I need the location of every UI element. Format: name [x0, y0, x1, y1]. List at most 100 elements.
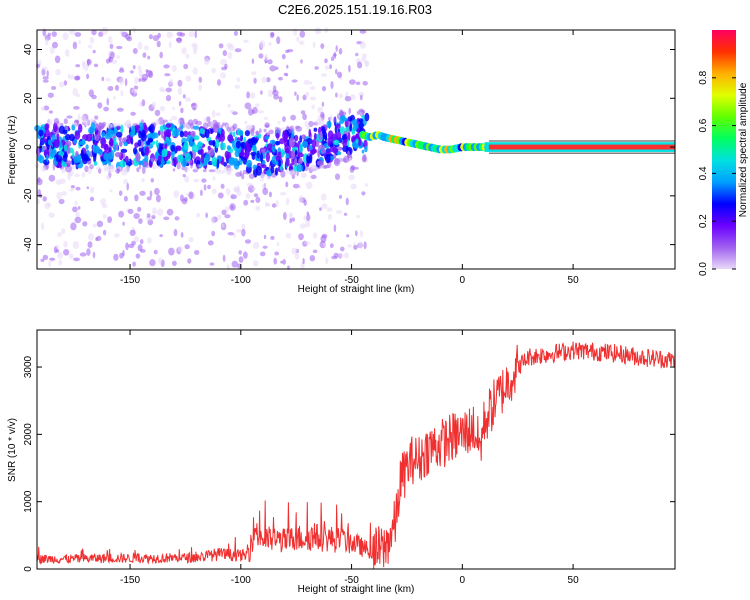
spectral-mark [241, 223, 246, 231]
spectral-mark [269, 65, 277, 72]
spectral-mark [291, 217, 295, 222]
spectral-mark [125, 119, 132, 128]
spectral-mark [329, 64, 332, 70]
spectral-mark [339, 115, 345, 125]
spectral-mark [169, 78, 174, 86]
spectral-mark [222, 50, 227, 57]
spectral-mark [73, 257, 80, 262]
spectral-mark [326, 120, 332, 129]
spectral-mark [306, 124, 310, 131]
y-tick-label: 0 [23, 566, 34, 572]
spectral-mark [349, 79, 356, 85]
spectral-mark [266, 143, 273, 151]
spectral-mark [278, 96, 283, 103]
spectral-mark [267, 59, 273, 65]
spectral-mark [211, 156, 217, 166]
spectral-mark [294, 91, 297, 96]
spectrogram-x-axis-label: Height of straight line (km) [298, 284, 415, 295]
spectral-mark [164, 143, 168, 150]
spectral-mark [257, 110, 265, 114]
spectral-mark [147, 55, 151, 60]
spectral-mark [134, 194, 139, 202]
spectral-mark [335, 68, 338, 75]
spectral-mark [341, 134, 347, 141]
spectral-mark [183, 130, 189, 137]
spectral-mark [238, 250, 242, 255]
spectral-mark [39, 122, 42, 127]
spectral-mark [90, 186, 95, 194]
spectral-mark [263, 234, 267, 240]
spectral-mark [288, 212, 294, 220]
spectral-mark [144, 146, 150, 156]
spectral-mark [357, 61, 363, 69]
spectral-mark [89, 196, 95, 202]
spectral-mark [146, 133, 154, 140]
x-tick-label: 50 [568, 575, 580, 586]
spectral-mark [126, 182, 129, 191]
spectral-mark [227, 51, 233, 60]
spectral-mark [40, 258, 45, 262]
spectral-mark [96, 235, 102, 242]
spectral-mark [135, 253, 141, 259]
spectral-mark [244, 102, 252, 110]
spectral-mark [127, 208, 134, 215]
spectral-mark [271, 145, 276, 153]
spectral-mark [274, 167, 278, 176]
spectral-mark [44, 38, 49, 46]
spectral-mark [179, 130, 185, 138]
spectral-mark [320, 43, 325, 49]
spectral-mark [77, 113, 81, 121]
snr-x-axis-label: Height of straight line (km) [298, 584, 415, 595]
spectral-mark [286, 64, 289, 69]
spectral-mark [338, 93, 344, 99]
spectral-mark [155, 194, 161, 203]
snr-y-ticks: 0 1000 2000 3000 [23, 355, 675, 572]
spectral-mark [113, 253, 119, 261]
spectral-mark [359, 94, 363, 101]
spectral-mark [107, 216, 112, 224]
spectral-mark [133, 147, 138, 155]
spectral-mark [225, 188, 231, 196]
spectral-mark [40, 106, 46, 111]
spectral-mark [183, 196, 188, 202]
spectral-mark [227, 134, 234, 143]
spectral-mark [191, 144, 199, 153]
spectral-mark [333, 158, 341, 167]
spectral-mark [138, 69, 143, 78]
spectral-mark [349, 165, 355, 173]
spectral-mark [323, 164, 330, 169]
spectral-mark [137, 65, 142, 72]
spectral-mark [161, 148, 168, 158]
spectral-mark [41, 68, 46, 76]
colorbar-tick-label: 0.0 [698, 262, 709, 276]
spectral-mark [253, 77, 257, 84]
spectral-mark [124, 164, 130, 173]
spectral-mark [86, 73, 90, 80]
spectral-mark [244, 130, 250, 137]
spectral-mark [289, 218, 293, 224]
spectral-mark [46, 118, 53, 124]
spectral-mark [185, 75, 192, 82]
spectral-mark [97, 102, 103, 109]
spectral-mark [203, 57, 210, 65]
spectral-mark [337, 128, 341, 133]
spectral-mark [63, 80, 68, 86]
spectral-mark [172, 168, 176, 172]
spectral-mark [116, 131, 123, 138]
colorbar: 0.0 0.2 0.4 0.6 0.8 Normalized spectral ampl… [698, 30, 749, 276]
spectral-mark [324, 65, 330, 70]
spectral-mark [329, 142, 334, 148]
spectral-mark [285, 157, 290, 167]
spectral-mark [244, 120, 248, 125]
spectral-mark [309, 255, 316, 262]
spectral-mark [48, 260, 52, 267]
spectral-mark [338, 48, 343, 55]
spectral-mark [300, 110, 306, 115]
spectral-mark [211, 230, 216, 237]
colorbar-tick-label: 0.6 [698, 118, 709, 132]
spectral-mark [218, 170, 226, 174]
spectral-mark [165, 160, 171, 165]
spectral-mark [96, 220, 104, 228]
spectral-mark [232, 158, 239, 165]
spectral-mark [66, 115, 73, 119]
